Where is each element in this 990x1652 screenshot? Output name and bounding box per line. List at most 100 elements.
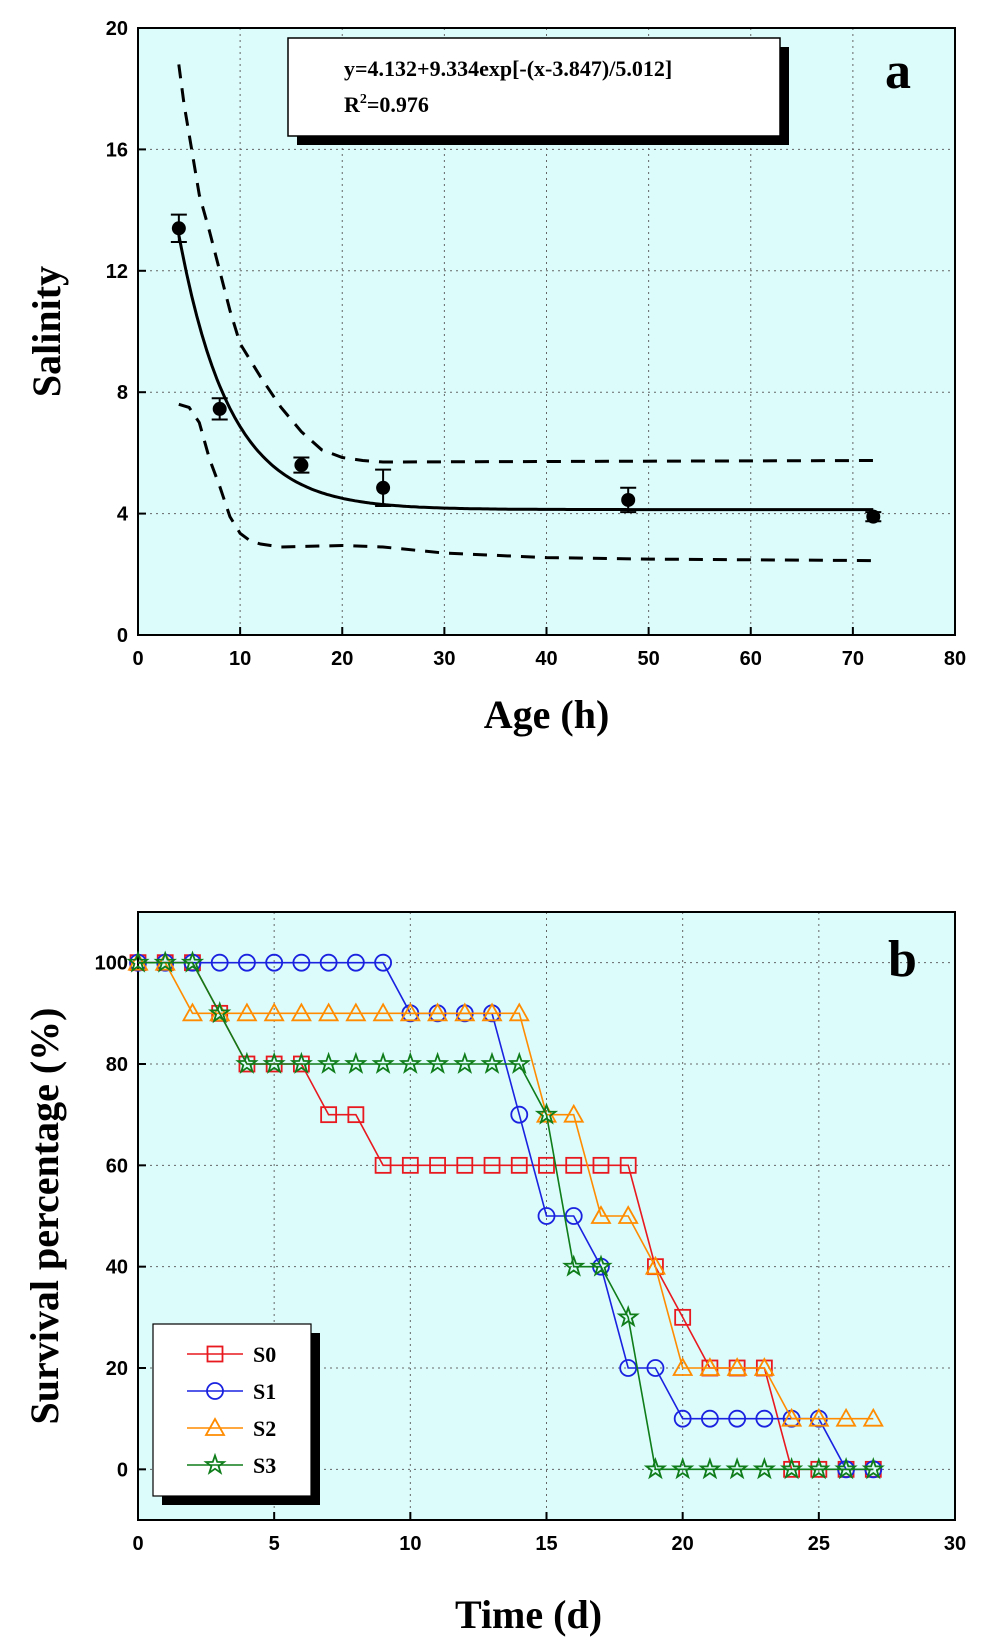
marker-s3 xyxy=(317,1051,341,1074)
y-tick-label: 16 xyxy=(106,139,128,161)
marker-s2 xyxy=(644,1255,666,1275)
series-line-s2 xyxy=(138,961,874,1420)
marker-s2 xyxy=(481,1002,503,1022)
marker-s1 xyxy=(701,1409,719,1428)
legend-label-s3: S3 xyxy=(253,1453,276,1478)
y-tick-label: 4 xyxy=(117,504,129,526)
marker-s2 xyxy=(672,1357,694,1376)
marker-s1 xyxy=(319,953,338,972)
marker-s3 xyxy=(670,1457,695,1480)
marker-s3 xyxy=(698,1456,722,1480)
equation-box xyxy=(287,37,781,137)
legend-marker-s3 xyxy=(203,1452,227,1475)
marker-s3 xyxy=(643,1457,668,1480)
marker-s2 xyxy=(154,951,176,971)
marker-s3 xyxy=(507,1051,531,1074)
r-squared-label: R xyxy=(344,92,361,117)
data-point xyxy=(171,221,186,236)
marker-s0 xyxy=(429,1156,446,1174)
marker-s2 xyxy=(862,1407,884,1427)
r-squared-text: R2=0.976 xyxy=(344,92,429,117)
marker-s1 xyxy=(755,1409,774,1428)
series-s3 xyxy=(126,950,885,1480)
x-tick-label: 60 xyxy=(740,648,762,670)
marker-s1 xyxy=(646,1359,665,1377)
marker-s0 xyxy=(320,1106,338,1124)
marker-s2 xyxy=(563,1103,585,1123)
marker-s3 xyxy=(289,1051,313,1074)
marker-s2 xyxy=(236,1002,258,1022)
y-tick-label: 100 xyxy=(95,953,128,975)
marker-s2 xyxy=(835,1407,857,1427)
y-tick-label: 0 xyxy=(117,1459,128,1481)
y-axis-title: Salinity xyxy=(24,266,69,397)
y-tick-label: 20 xyxy=(106,1358,128,1380)
x-tick-label: 0 xyxy=(132,648,143,670)
marker-s3 xyxy=(861,1456,885,1480)
x-tick-label: 70 xyxy=(842,648,864,670)
marker-s2 xyxy=(345,1002,367,1022)
legend-marker-s0 xyxy=(206,1345,224,1363)
marker-s1 xyxy=(265,953,284,972)
marker-s1 xyxy=(292,953,311,972)
marker-s3 xyxy=(562,1254,586,1277)
data-point xyxy=(621,492,636,507)
panel-label-a: a xyxy=(885,43,911,100)
marker-s3 xyxy=(480,1051,504,1074)
marker-s3 xyxy=(153,950,177,973)
x-tick-label: 50 xyxy=(638,648,660,670)
marker-s0 xyxy=(483,1156,501,1174)
legend-marker-s2 xyxy=(204,1417,226,1436)
marker-s2 xyxy=(372,1002,394,1022)
marker-s1 xyxy=(673,1409,692,1428)
r-squared-value: =0.976 xyxy=(367,92,429,117)
marker-s2 xyxy=(127,951,149,971)
legend-label-s1: S1 xyxy=(253,1379,276,1404)
marker-s2 xyxy=(508,1002,530,1022)
x-tick-label: 10 xyxy=(229,648,251,670)
marker-s0 xyxy=(619,1156,637,1174)
marker-s2 xyxy=(399,1002,421,1022)
marker-s2 xyxy=(535,1103,558,1123)
marker-s3 xyxy=(371,1051,395,1074)
r-squared-superscript: 2 xyxy=(360,92,367,107)
marker-s0 xyxy=(538,1156,555,1174)
marker-s3 xyxy=(616,1304,640,1328)
marker-s0 xyxy=(401,1156,419,1174)
marker-s2 xyxy=(427,1002,449,1022)
marker-s0 xyxy=(456,1156,474,1174)
equation-text: y=4.132+9.334exp[-(x-3.847)/5.012] xyxy=(344,56,672,81)
legend-label-s2: S2 xyxy=(253,1416,276,1441)
data-point xyxy=(866,509,881,524)
marker-s1 xyxy=(210,953,229,972)
marker-s3 xyxy=(779,1456,804,1480)
y-tick-label: 60 xyxy=(106,1155,128,1177)
marker-s0 xyxy=(592,1156,610,1174)
marker-s0 xyxy=(674,1308,692,1326)
x-tick-label: 40 xyxy=(535,648,557,670)
marker-s1 xyxy=(346,953,365,972)
x-tick-label: 20 xyxy=(672,1533,694,1555)
y-tick-label: 40 xyxy=(106,1257,128,1279)
x-axis-title: Age (h) xyxy=(484,692,610,737)
x-tick-label: 30 xyxy=(433,648,455,670)
series-s2 xyxy=(127,951,884,1427)
marker-s2 xyxy=(318,1002,340,1022)
marker-s0 xyxy=(565,1156,583,1174)
marker-s1 xyxy=(564,1207,583,1225)
x-tick-label: 80 xyxy=(944,648,966,670)
marker-s3 xyxy=(425,1051,450,1074)
x-tick-label: 10 xyxy=(399,1533,421,1555)
marker-s3 xyxy=(180,950,205,973)
data-point xyxy=(212,401,227,416)
marker-s3 xyxy=(807,1457,831,1480)
marker-s3 xyxy=(398,1051,423,1074)
marker-s2 xyxy=(209,1002,231,1022)
marker-s1 xyxy=(537,1207,556,1225)
marker-s3 xyxy=(235,1051,259,1074)
marker-s3 xyxy=(344,1051,368,1074)
marker-s3 xyxy=(126,950,150,973)
legend-marker-s1 xyxy=(206,1382,224,1400)
marker-s0 xyxy=(374,1156,392,1174)
